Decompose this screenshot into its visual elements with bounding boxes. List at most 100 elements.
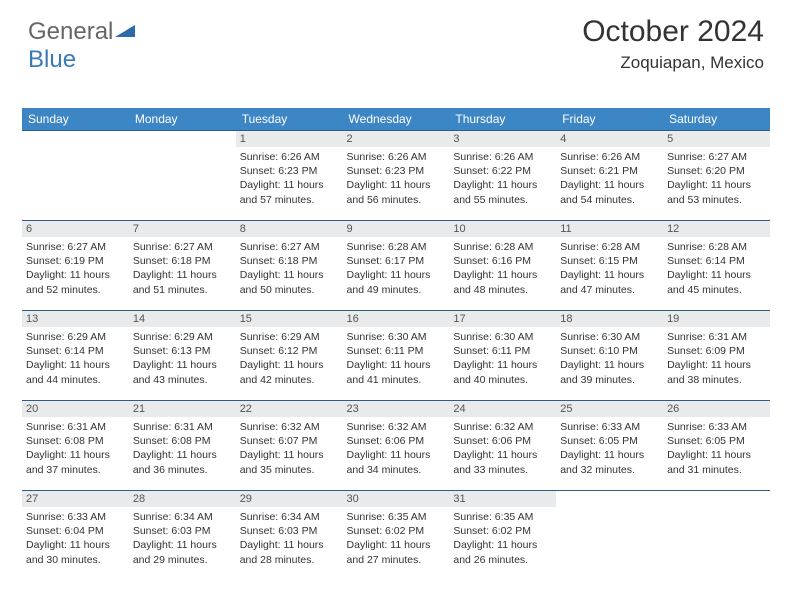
calendar-cell: 16Sunrise: 6:30 AMSunset: 6:11 PMDayligh… [343, 311, 450, 401]
day-details: Sunrise: 6:27 AMSunset: 6:18 PMDaylight:… [129, 237, 236, 300]
calendar-cell: 17Sunrise: 6:30 AMSunset: 6:11 PMDayligh… [449, 311, 556, 401]
calendar-cell: 5Sunrise: 6:27 AMSunset: 6:20 PMDaylight… [663, 131, 770, 221]
calendar-cell: 21Sunrise: 6:31 AMSunset: 6:08 PMDayligh… [129, 401, 236, 491]
calendar-cell: 9Sunrise: 6:28 AMSunset: 6:17 PMDaylight… [343, 221, 450, 311]
calendar-cell: 6Sunrise: 6:27 AMSunset: 6:19 PMDaylight… [22, 221, 129, 311]
weekday-header: Tuesday [236, 108, 343, 131]
day-details: Sunrise: 6:31 AMSunset: 6:08 PMDaylight:… [129, 417, 236, 480]
day-details: Sunrise: 6:30 AMSunset: 6:11 PMDaylight:… [449, 327, 556, 390]
calendar-cell: 24Sunrise: 6:32 AMSunset: 6:06 PMDayligh… [449, 401, 556, 491]
calendar-cell: 4Sunrise: 6:26 AMSunset: 6:21 PMDaylight… [556, 131, 663, 221]
day-number: 1 [236, 131, 343, 147]
day-details: Sunrise: 6:33 AMSunset: 6:05 PMDaylight:… [556, 417, 663, 480]
day-number: 27 [22, 491, 129, 507]
day-number: 2 [343, 131, 450, 147]
calendar-cell: 14Sunrise: 6:29 AMSunset: 6:13 PMDayligh… [129, 311, 236, 401]
day-details: Sunrise: 6:28 AMSunset: 6:17 PMDaylight:… [343, 237, 450, 300]
day-number: 28 [129, 491, 236, 507]
day-details: Sunrise: 6:26 AMSunset: 6:23 PMDaylight:… [343, 147, 450, 210]
logo: General Blue [28, 18, 135, 74]
calendar-cell: 20Sunrise: 6:31 AMSunset: 6:08 PMDayligh… [22, 401, 129, 491]
day-number: 15 [236, 311, 343, 327]
calendar-cell: 28Sunrise: 6:34 AMSunset: 6:03 PMDayligh… [129, 491, 236, 581]
calendar-cell: 15Sunrise: 6:29 AMSunset: 6:12 PMDayligh… [236, 311, 343, 401]
calendar-cell: 19Sunrise: 6:31 AMSunset: 6:09 PMDayligh… [663, 311, 770, 401]
weekday-header: Thursday [449, 108, 556, 131]
day-number: 17 [449, 311, 556, 327]
day-number: 29 [236, 491, 343, 507]
day-details: Sunrise: 6:35 AMSunset: 6:02 PMDaylight:… [343, 507, 450, 570]
day-details: Sunrise: 6:31 AMSunset: 6:09 PMDaylight:… [663, 327, 770, 390]
day-details: Sunrise: 6:26 AMSunset: 6:22 PMDaylight:… [449, 147, 556, 210]
day-details: Sunrise: 6:29 AMSunset: 6:14 PMDaylight:… [22, 327, 129, 390]
calendar-cell: 22Sunrise: 6:32 AMSunset: 6:07 PMDayligh… [236, 401, 343, 491]
day-number: 25 [556, 401, 663, 417]
day-details: Sunrise: 6:28 AMSunset: 6:15 PMDaylight:… [556, 237, 663, 300]
day-details: Sunrise: 6:32 AMSunset: 6:07 PMDaylight:… [236, 417, 343, 480]
calendar-cell [129, 131, 236, 221]
calendar-cell: 25Sunrise: 6:33 AMSunset: 6:05 PMDayligh… [556, 401, 663, 491]
calendar-cell [22, 131, 129, 221]
weekday-header: Saturday [663, 108, 770, 131]
weekday-header: Friday [556, 108, 663, 131]
day-details: Sunrise: 6:30 AMSunset: 6:10 PMDaylight:… [556, 327, 663, 390]
day-number: 26 [663, 401, 770, 417]
calendar-cell: 26Sunrise: 6:33 AMSunset: 6:05 PMDayligh… [663, 401, 770, 491]
day-number: 23 [343, 401, 450, 417]
weekday-header: Sunday [22, 108, 129, 131]
day-details: Sunrise: 6:29 AMSunset: 6:13 PMDaylight:… [129, 327, 236, 390]
calendar-cell [663, 491, 770, 581]
calendar-cell [556, 491, 663, 581]
day-details: Sunrise: 6:31 AMSunset: 6:08 PMDaylight:… [22, 417, 129, 480]
calendar-cell: 18Sunrise: 6:30 AMSunset: 6:10 PMDayligh… [556, 311, 663, 401]
logo-text-2: Blue [28, 46, 76, 73]
day-details: Sunrise: 6:27 AMSunset: 6:20 PMDaylight:… [663, 147, 770, 210]
calendar-cell: 2Sunrise: 6:26 AMSunset: 6:23 PMDaylight… [343, 131, 450, 221]
month-title: October 2024 [582, 15, 764, 49]
location-title: Zoquiapan, Mexico [582, 53, 764, 73]
day-number: 13 [22, 311, 129, 327]
calendar-cell: 30Sunrise: 6:35 AMSunset: 6:02 PMDayligh… [343, 491, 450, 581]
day-number: 6 [22, 221, 129, 237]
day-details: Sunrise: 6:26 AMSunset: 6:23 PMDaylight:… [236, 147, 343, 210]
logo-triangle-icon [115, 18, 135, 46]
day-details: Sunrise: 6:27 AMSunset: 6:18 PMDaylight:… [236, 237, 343, 300]
day-number: 8 [236, 221, 343, 237]
day-details: Sunrise: 6:35 AMSunset: 6:02 PMDaylight:… [449, 507, 556, 570]
day-number: 21 [129, 401, 236, 417]
day-number: 22 [236, 401, 343, 417]
weekday-header: Wednesday [343, 108, 450, 131]
day-number: 5 [663, 131, 770, 147]
day-number: 14 [129, 311, 236, 327]
day-details: Sunrise: 6:33 AMSunset: 6:05 PMDaylight:… [663, 417, 770, 480]
calendar-cell: 23Sunrise: 6:32 AMSunset: 6:06 PMDayligh… [343, 401, 450, 491]
day-details: Sunrise: 6:26 AMSunset: 6:21 PMDaylight:… [556, 147, 663, 210]
day-details: Sunrise: 6:28 AMSunset: 6:14 PMDaylight:… [663, 237, 770, 300]
day-details: Sunrise: 6:29 AMSunset: 6:12 PMDaylight:… [236, 327, 343, 390]
day-number: 18 [556, 311, 663, 327]
day-number: 9 [343, 221, 450, 237]
calendar-cell: 1Sunrise: 6:26 AMSunset: 6:23 PMDaylight… [236, 131, 343, 221]
day-number: 24 [449, 401, 556, 417]
day-number: 19 [663, 311, 770, 327]
day-details: Sunrise: 6:28 AMSunset: 6:16 PMDaylight:… [449, 237, 556, 300]
calendar-table: SundayMondayTuesdayWednesdayThursdayFrid… [22, 108, 770, 581]
day-details: Sunrise: 6:34 AMSunset: 6:03 PMDaylight:… [129, 507, 236, 570]
day-number: 31 [449, 491, 556, 507]
day-number: 3 [449, 131, 556, 147]
day-number: 12 [663, 221, 770, 237]
calendar-cell: 11Sunrise: 6:28 AMSunset: 6:15 PMDayligh… [556, 221, 663, 311]
day-details: Sunrise: 6:30 AMSunset: 6:11 PMDaylight:… [343, 327, 450, 390]
calendar-cell: 10Sunrise: 6:28 AMSunset: 6:16 PMDayligh… [449, 221, 556, 311]
calendar-cell: 31Sunrise: 6:35 AMSunset: 6:02 PMDayligh… [449, 491, 556, 581]
day-number: 11 [556, 221, 663, 237]
calendar-cell: 7Sunrise: 6:27 AMSunset: 6:18 PMDaylight… [129, 221, 236, 311]
day-number: 20 [22, 401, 129, 417]
logo-text-1: General [28, 18, 113, 45]
day-details: Sunrise: 6:33 AMSunset: 6:04 PMDaylight:… [22, 507, 129, 570]
day-number: 4 [556, 131, 663, 147]
day-number: 16 [343, 311, 450, 327]
day-number: 7 [129, 221, 236, 237]
day-details: Sunrise: 6:27 AMSunset: 6:19 PMDaylight:… [22, 237, 129, 300]
calendar-cell: 8Sunrise: 6:27 AMSunset: 6:18 PMDaylight… [236, 221, 343, 311]
